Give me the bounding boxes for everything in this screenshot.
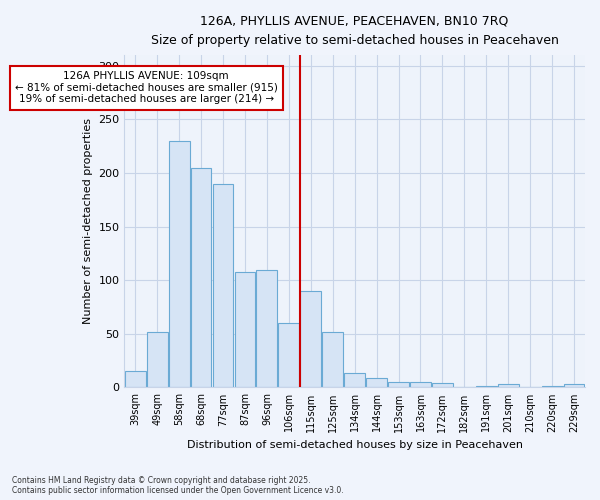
Bar [256, 270, 277, 388]
Bar [563, 384, 584, 388]
Title: 126A, PHYLLIS AVENUE, PEACEHAVEN, BN10 7RQ
Size of property relative to semi-det: 126A, PHYLLIS AVENUE, PEACEHAVEN, BN10 7… [151, 15, 559, 47]
Text: 126A PHYLLIS AVENUE: 109sqm
← 81% of semi-detached houses are smaller (915)
19% : 126A PHYLLIS AVENUE: 109sqm ← 81% of sem… [15, 71, 278, 104]
Bar [542, 386, 563, 388]
Bar [212, 184, 233, 388]
Bar [301, 291, 321, 388]
Bar [322, 332, 343, 388]
Bar [498, 384, 518, 388]
Bar [235, 272, 256, 388]
Bar [388, 382, 409, 388]
Bar [432, 383, 453, 388]
Bar [147, 332, 167, 388]
Bar [410, 382, 431, 388]
Bar [278, 323, 299, 388]
Bar [476, 386, 497, 388]
Bar [344, 374, 365, 388]
Y-axis label: Number of semi-detached properties: Number of semi-detached properties [83, 118, 93, 324]
X-axis label: Distribution of semi-detached houses by size in Peacehaven: Distribution of semi-detached houses by … [187, 440, 523, 450]
Bar [191, 168, 211, 388]
Bar [366, 378, 387, 388]
Bar [125, 372, 146, 388]
Bar [169, 141, 190, 388]
Text: Contains HM Land Registry data © Crown copyright and database right 2025.
Contai: Contains HM Land Registry data © Crown c… [12, 476, 344, 495]
